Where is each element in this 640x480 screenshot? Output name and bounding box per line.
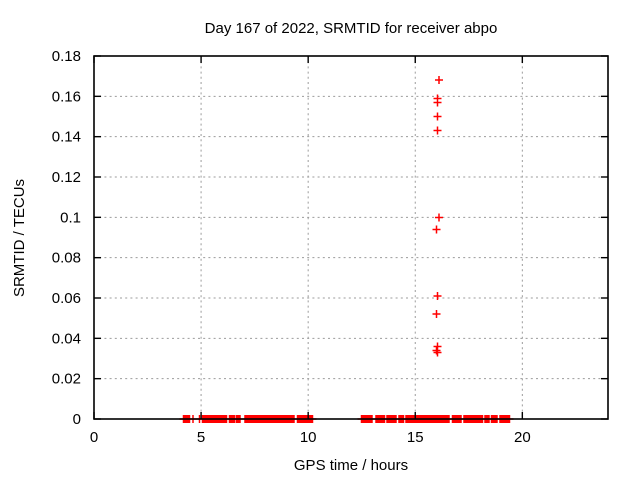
tick-marks-layer (93, 55, 608, 420)
y-tick-label: 0.12 (52, 169, 81, 186)
y-tick-label: 0.08 (52, 250, 81, 267)
x-tick-labels: 0 5 10 15 20 (90, 429, 531, 446)
y-tick-label: 0.14 (52, 129, 81, 146)
grid-layer (94, 56, 608, 419)
y-tick-label: 0 (73, 411, 81, 428)
y-tick-labels: 0 0.02 0.04 0.06 0.08 0.1 0.12 0.14 0.16 0.18 (52, 48, 81, 428)
x-tick-label: 20 (514, 429, 531, 446)
plot-border (93, 55, 609, 420)
y-tick-label: 0.18 (52, 48, 81, 65)
y-axis-label: SRMTID / TECUs (11, 179, 28, 297)
x-axis-label: GPS time / hours (294, 457, 408, 474)
x-tick-label: 0 (90, 429, 98, 446)
y-tick-label: 0.02 (52, 371, 81, 388)
chart-title: Day 167 of 2022, SRMTID for receiver abp… (205, 20, 498, 37)
y-tick-label: 0.04 (52, 330, 81, 347)
x-tick-label: 10 (300, 429, 317, 446)
data-points-layer (179, 76, 514, 423)
x-tick-label: 15 (407, 429, 424, 446)
y-tick-label: 0.16 (52, 88, 81, 105)
x-tick-label: 5 (197, 429, 205, 446)
y-tick-label: 0.06 (52, 290, 81, 307)
y-tick-label: 0.1 (60, 209, 81, 226)
